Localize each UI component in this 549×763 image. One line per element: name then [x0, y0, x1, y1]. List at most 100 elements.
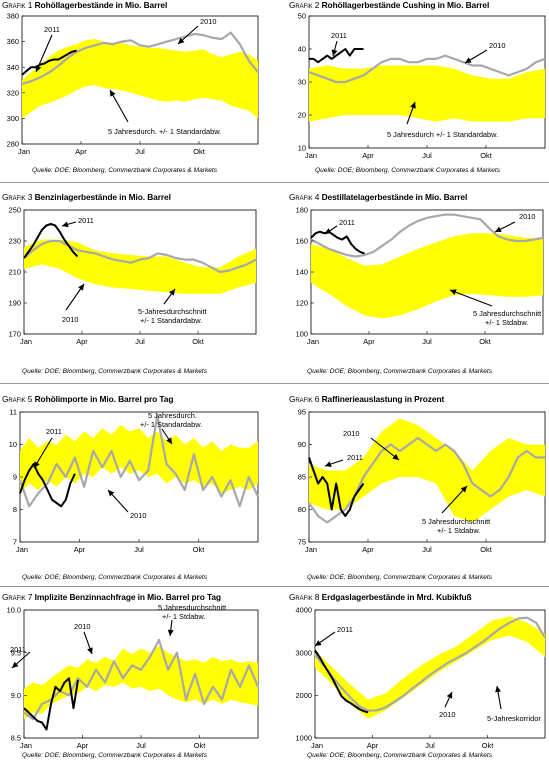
- chart-svg: 10 20 30 40 50 Jan Apr Jul Okt 2011 2010 5 Jahresdu…: [298, 12, 546, 160]
- annotation-arrowhead: [62, 221, 69, 228]
- annotation-label: +/- 1 Standardabw.: [140, 316, 202, 325]
- y-tick-label: 11: [9, 408, 17, 417]
- y-tick-label: 9.5: [11, 648, 21, 657]
- y-tick-label: 160: [296, 237, 308, 246]
- annotation-arrowhead: [410, 102, 416, 109]
- annotation-label: 2011: [44, 25, 60, 34]
- source-note: Quelle: DOE; Bloomberg, Commerzbank Corp…: [22, 752, 208, 759]
- y-tick-label: 3000: [296, 648, 312, 657]
- source-note: Quelle: DOE; Bloomberg, Commerzbank Corp…: [307, 574, 493, 581]
- annotation-label: 2011: [46, 427, 62, 436]
- five-year-band: [309, 65, 545, 122]
- x-tick-label: Okt: [482, 741, 494, 750]
- annotation-label: +/- 1 Stdabw.: [485, 318, 528, 327]
- x-tick-label: Jul: [422, 545, 432, 554]
- y-tick-label: 1000: [296, 734, 312, 743]
- annotation-label: 2010: [200, 17, 216, 26]
- annotation-arrowhead: [325, 461, 332, 467]
- five-year-band: [24, 645, 258, 720]
- x-tick-label: Jan: [20, 741, 32, 750]
- annotation-label: 2011: [10, 645, 26, 654]
- annotation-label: +/- 1 Stdabw.: [437, 526, 480, 535]
- chart-title: Grafik 7 Implizite Benzinnachfrage in Mi…: [2, 592, 221, 602]
- series-line-2011: [309, 48, 364, 64]
- chart-title: Grafik 1 Rohöllagerbestände in Mio. Barr…: [2, 0, 168, 10]
- y-tick-label: 10: [9, 440, 17, 449]
- x-tick-label: Jul: [136, 741, 146, 750]
- annotation-arrowhead: [166, 437, 172, 444]
- annotation-label: 2010: [519, 212, 535, 221]
- y-tick-label: 30: [298, 78, 306, 87]
- annotation-arrowhead: [167, 629, 174, 636]
- series-line-2010: [308, 54, 546, 84]
- five-year-band: [24, 239, 256, 294]
- series-line-2010: [23, 638, 260, 721]
- y-tick-label: 9: [13, 473, 17, 482]
- x-tick-label: Jan: [305, 545, 317, 554]
- annotation-label: 5 Jahresdurchschnitt: [422, 517, 490, 526]
- y-tick-label: 8.5: [11, 734, 21, 743]
- chart-title: Grafik 2 Rohöllagerbestände Cushing in M…: [289, 0, 490, 10]
- annotation-label: 5 Jahresdurchschnitt: [473, 309, 541, 318]
- chart-svg: 170 190 210 230 250 Jan Apr Jul Okt 2011 2010 5-Jah…: [9, 206, 257, 346]
- x-tick-label: Apr: [367, 741, 379, 750]
- y-tick-label: 140: [296, 268, 308, 277]
- series-line-2011: [308, 457, 365, 517]
- annotation-label: 2011: [78, 216, 94, 225]
- chart-svg: 280 300 320 340 360 380 Jan Apr Jul Okt 2011 2010 5 …: [7, 12, 259, 156]
- annotation-arrowhead: [87, 647, 93, 654]
- series-line-2011: [23, 223, 79, 259]
- x-tick-label: Okt: [194, 741, 206, 750]
- x-tick-label: Jul: [422, 337, 432, 346]
- x-tick-label: Okt: [479, 337, 491, 346]
- y-tick-label: 230: [9, 237, 21, 246]
- chart-title: Grafik 8 Erdgaslagerbestände in Mrd. Kub…: [289, 592, 472, 602]
- series-line-2010: [314, 616, 546, 712]
- annotation-label: 5 Jahresdurchschnitt: [158, 604, 226, 612]
- y-tick-label: 120: [296, 299, 308, 308]
- annotation-arrowhead: [450, 289, 457, 295]
- x-tick-label: Jul: [425, 741, 435, 750]
- series-line-2011: [23, 677, 79, 731]
- series-line-2011: [314, 649, 369, 714]
- annotation-arrow-line: [35, 34, 53, 73]
- annotation-label: 5-Jahreskorridor: [487, 714, 541, 723]
- x-tick-label: Jan: [20, 337, 32, 346]
- y-tick-label: 4000: [296, 606, 312, 615]
- x-tick-label: Okt: [192, 337, 204, 346]
- annotation-arrowhead: [495, 226, 502, 232]
- y-tick-label: 280: [7, 140, 19, 149]
- y-tick-label: 80: [298, 505, 306, 514]
- y-tick-label: 300: [7, 114, 19, 123]
- annotation-arrowhead: [495, 686, 501, 693]
- y-tick-label: 20: [298, 111, 306, 120]
- divider: [0, 182, 549, 183]
- y-tick-label: 170: [9, 330, 21, 339]
- annotation-label: 2011: [331, 31, 347, 40]
- annotation-arrowhead: [110, 90, 116, 97]
- series-line-2010: [308, 436, 545, 524]
- x-tick-label: Apr: [77, 741, 89, 750]
- x-tick-label: Jul: [422, 151, 432, 160]
- annotation-arrowhead: [465, 57, 472, 63]
- annotation-arrowhead: [108, 490, 115, 497]
- x-tick-label: Okt: [480, 545, 492, 554]
- x-tick-label: Okt: [193, 545, 205, 554]
- annotation-label: +/- 1 Stdabw.: [162, 612, 205, 621]
- annotation-label: 5 Jahresdurch. +/- 1 Standardabw.: [108, 127, 221, 136]
- y-tick-label: 180: [296, 206, 308, 215]
- x-tick-label: Okt: [193, 147, 205, 156]
- y-tick-label: 10: [298, 144, 306, 153]
- annotation-arrow-line: [109, 89, 129, 123]
- x-tick-label: Jan: [18, 147, 30, 156]
- x-tick-label: Apr: [362, 545, 374, 554]
- y-tick-label: 340: [7, 63, 19, 72]
- series-line-2010: [18, 414, 259, 508]
- chart-svg: 100 120 140 160 180 Jan Apr Jul Okt 2011 2010 5 Jah…: [296, 206, 544, 346]
- x-tick-label: Jul: [134, 545, 144, 554]
- series-line-2011: [21, 49, 77, 76]
- five-year-band: [309, 418, 545, 523]
- x-tick-label: Jan: [307, 337, 319, 346]
- x-tick-label: Apr: [75, 147, 87, 156]
- x-tick-label: Okt: [480, 151, 492, 160]
